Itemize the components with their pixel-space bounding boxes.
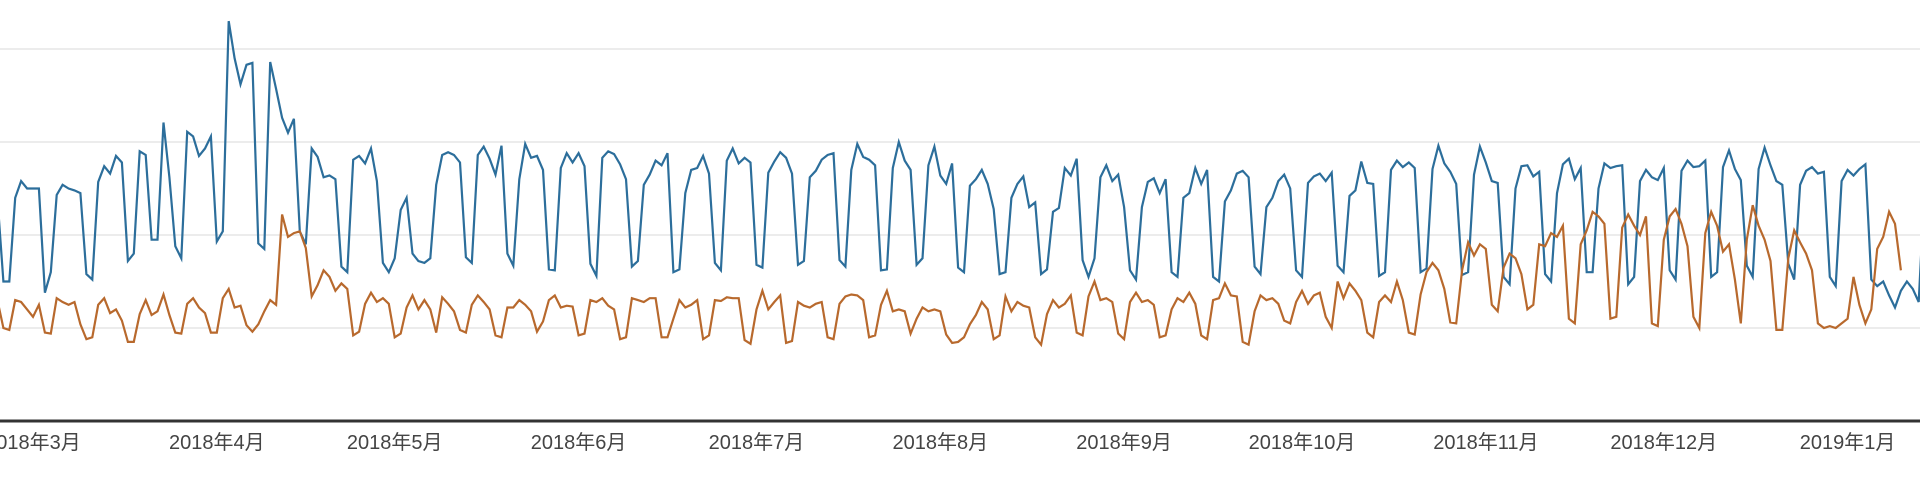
series-layer: [0, 20, 1920, 348]
x-tick-label: 2018年8月: [892, 431, 988, 454]
series-2-line: [0, 204, 1902, 348]
x-tick-label: 2018年6月: [531, 431, 627, 454]
series-1-line: [0, 20, 1920, 311]
x-tick-label: 2019年1月: [1800, 431, 1896, 454]
x-axis-tick-labels: 2018年3月 2018年4月 2018年5月 2018年6月 2018年7月 2018年…: [0, 431, 1895, 454]
x-tick-label: 2018年3月: [0, 431, 81, 454]
x-tick-label: 2018年10月: [1249, 431, 1356, 454]
x-tick-label: 2018年5月: [347, 431, 443, 454]
x-tick-label: 2018年7月: [709, 431, 805, 454]
x-tick-label: 2018年4月: [169, 431, 265, 454]
x-tick-label: 2018年9月: [1076, 431, 1172, 454]
x-tick-label: 2018年11月: [1433, 431, 1538, 454]
x-tick-label: 2018年12月: [1610, 431, 1717, 454]
gridlines: [0, 48, 1920, 329]
